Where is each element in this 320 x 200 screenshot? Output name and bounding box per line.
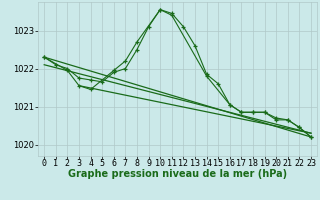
X-axis label: Graphe pression niveau de la mer (hPa): Graphe pression niveau de la mer (hPa): [68, 169, 287, 179]
